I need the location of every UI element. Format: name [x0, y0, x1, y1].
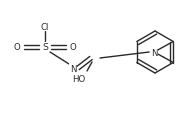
Text: O: O: [14, 43, 20, 52]
Text: S: S: [42, 43, 48, 52]
Text: HO: HO: [72, 74, 86, 83]
Text: N: N: [151, 48, 157, 57]
Text: O: O: [70, 43, 76, 52]
Text: Cl: Cl: [41, 22, 49, 31]
Text: N: N: [70, 64, 76, 73]
